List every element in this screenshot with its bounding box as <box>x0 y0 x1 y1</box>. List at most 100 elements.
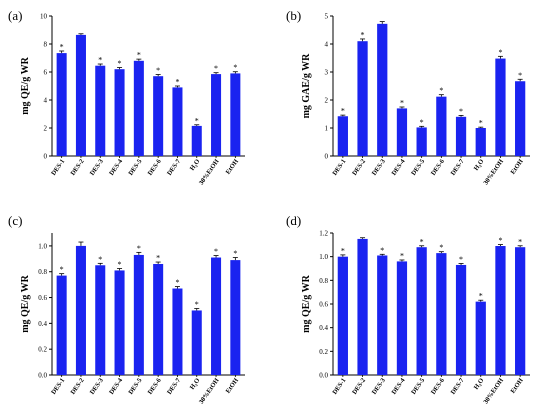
y-tick-label: 2 <box>44 125 48 133</box>
bar-DES-5 <box>416 247 427 375</box>
x-tick-label-DES-5: DES-5 <box>410 377 427 396</box>
panel-label: (c) <box>8 213 22 228</box>
significance-star: * <box>156 254 160 263</box>
x-tick-label-DES-2: DES-2 <box>351 158 367 177</box>
x-tick-label-DES-3: DES-3 <box>89 158 106 177</box>
bar-DES-5 <box>133 60 144 156</box>
bar-DES-2 <box>75 245 86 375</box>
chart-panel-c: (c)0.00.20.40.60.81.0mg QE/g WR*DES-1 DES… <box>8 213 245 405</box>
y-tick-label: 2 <box>325 97 329 105</box>
bar-DES-2 <box>357 238 368 375</box>
significance-star: * <box>380 246 384 255</box>
bar-DES-6 <box>153 76 164 156</box>
bar-30%EtOH <box>495 58 506 157</box>
y-tick-label: 0.2 <box>319 348 328 356</box>
panel-label: (a) <box>8 8 22 23</box>
significance-star: * <box>233 249 237 258</box>
bar-DES-4 <box>396 108 408 156</box>
bar-DES-5 <box>416 127 427 156</box>
panel-label: (d) <box>286 213 301 228</box>
significance-star: * <box>439 243 443 252</box>
y-tick-label: 1 <box>325 125 329 133</box>
x-tick-label-EtOH: EtOH <box>225 158 240 176</box>
bar-30%EtOH <box>211 74 222 156</box>
bar-30%EtOH <box>495 246 506 375</box>
x-tick-label-DES-7: DES-7 <box>166 377 183 396</box>
bar-DES-4 <box>114 270 125 375</box>
chart-panel-d: (d) 0.0 0.2 0.4 0.6 0.8 1.0 1.2 mg QE/g WR * DES-1… <box>286 213 530 405</box>
x-tick-label-DES-4: DES-4 <box>390 377 407 396</box>
y-axis-label: mg QE/g WR <box>301 274 312 332</box>
significance-star: * <box>479 292 483 301</box>
x-tick-label-DES-4: DES-4 <box>108 158 125 177</box>
significance-star: * <box>118 260 122 269</box>
significance-star: * <box>439 86 443 95</box>
x-tick-label-DES-1: DES-1 <box>50 377 66 396</box>
y-tick-label: 0 <box>325 153 329 161</box>
bar-DES-2 <box>357 41 368 157</box>
x-tick-label-30%EtOH: 30%EtOH <box>482 158 505 186</box>
x-tick-label-DES-5: DES-5 <box>127 377 144 396</box>
bar-DES-7 <box>172 87 183 156</box>
significance-star: * <box>195 116 199 125</box>
bar-EtOH <box>230 260 241 375</box>
bar-DES-1 <box>337 116 348 156</box>
bar-EtOH <box>515 81 526 156</box>
bar-DES-3 <box>95 65 106 156</box>
y-tick-label: 4 <box>44 97 48 105</box>
bar-DES-4 <box>114 69 125 156</box>
bar-H₂O <box>191 310 202 375</box>
bar-DES-6 <box>153 263 164 375</box>
y-tick-label: 5 <box>325 13 329 21</box>
significance-star: * <box>400 99 404 108</box>
x-tick-label-EtOH: EtOH <box>510 158 525 176</box>
bar-DES-4 <box>396 261 408 375</box>
x-tick-label-DES-3: DES-3 <box>371 158 388 177</box>
y-axis-label: mg QE/g WR <box>20 274 31 332</box>
y-tick-label: 0.0 <box>38 372 47 380</box>
x-tick-label-DES-2: DES-2 <box>69 158 85 177</box>
bar-30%EtOH <box>211 257 222 375</box>
significance-star: * <box>479 119 483 128</box>
significance-star: * <box>420 237 424 246</box>
x-tick-label-H₂O: H₂O <box>189 377 202 391</box>
significance-star: * <box>98 255 102 264</box>
x-tick-label-DES-1: DES-1 <box>50 158 66 177</box>
significance-star: * <box>498 236 502 245</box>
y-tick-label: 6 <box>44 69 48 77</box>
x-tick-label-DES-7: DES-7 <box>450 377 467 396</box>
bar-DES-2 <box>75 34 86 156</box>
y-tick-label: 3 <box>325 69 329 77</box>
x-tick-label-DES-5: DES-5 <box>127 158 144 177</box>
y-tick-label: 4 <box>325 41 329 49</box>
significance-star: * <box>98 56 102 65</box>
x-tick-label-DES-3: DES-3 <box>89 377 106 396</box>
chart-panel-a: (a) 0 2 4 6 8 10 mg QE/g WR * DES-1 DES-2 * DES-3 * DE… <box>8 8 245 186</box>
y-tick-label: 0.4 <box>319 324 328 332</box>
y-tick-label: 10 <box>40 13 48 21</box>
chart-panel-b: (b) 0 1 2 3 4 5 mg GAE/g WR * DES-1 * DES-2 DES-3 * DE… <box>286 8 530 186</box>
bar-H₂O <box>475 128 486 156</box>
x-tick-label-DES-2: DES-2 <box>69 377 85 396</box>
x-tick-label-EtOH: EtOH <box>510 377 525 395</box>
x-tick-label-DES-1: DES-1 <box>331 158 347 177</box>
y-tick-label: 1.0 <box>38 242 47 250</box>
significance-star: * <box>233 63 237 72</box>
bar-DES-1 <box>56 53 67 156</box>
significance-star: * <box>214 64 218 73</box>
significance-star: * <box>420 118 424 127</box>
significance-star: * <box>341 107 345 116</box>
x-tick-label-DES-6: DES-6 <box>430 377 447 396</box>
x-tick-label-DES-6: DES-6 <box>147 158 164 177</box>
significance-star: * <box>118 59 122 68</box>
bar-DES-3 <box>377 255 388 375</box>
x-tick-label-DES-6: DES-6 <box>430 158 447 177</box>
significance-star: * <box>175 78 179 87</box>
significance-star: * <box>518 237 522 246</box>
y-tick-label: 0.4 <box>38 320 47 328</box>
bar-H₂O <box>475 301 486 375</box>
bar-DES-6 <box>436 96 447 156</box>
x-tick-label-30%EtOH: 30%EtOH <box>482 377 505 405</box>
bar-EtOH <box>515 247 526 375</box>
